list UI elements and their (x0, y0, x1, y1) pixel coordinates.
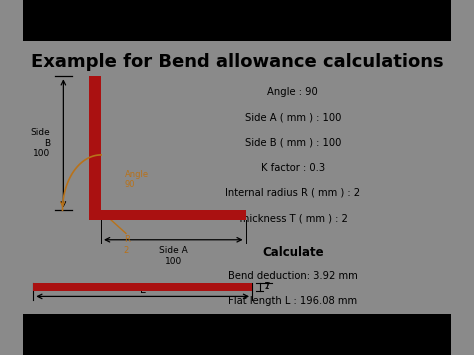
Bar (23, 314, 451, 355)
Text: Calculate: Calculate (262, 246, 324, 260)
Text: Angle : 90: Angle : 90 (267, 87, 318, 97)
Text: Thickness T ( mm ) : 2: Thickness T ( mm ) : 2 (237, 213, 348, 223)
FancyBboxPatch shape (33, 283, 252, 291)
FancyBboxPatch shape (89, 76, 101, 210)
Text: Internal radius R ( mm ) : 2: Internal radius R ( mm ) : 2 (225, 188, 360, 198)
Text: Example for Bend allowance calculations: Example for Bend allowance calculations (31, 53, 443, 71)
Bar (23, 0, 451, 41)
Text: Side B ( mm ) : 100: Side B ( mm ) : 100 (245, 138, 341, 148)
Text: Side A
100: Side A 100 (159, 246, 188, 266)
Text: Flat length L : 196.08 mm: Flat length L : 196.08 mm (228, 296, 357, 306)
FancyBboxPatch shape (101, 210, 246, 220)
Text: Side A ( mm ) : 100: Side A ( mm ) : 100 (245, 113, 341, 122)
Text: R
2: R 2 (124, 235, 130, 255)
Text: L: L (140, 285, 146, 295)
Text: Side
B
100: Side B 100 (31, 129, 51, 158)
Text: Bend deduction: 3.92 mm: Bend deduction: 3.92 mm (228, 271, 357, 281)
Text: Angle
90: Angle 90 (125, 170, 149, 189)
Text: 2: 2 (265, 282, 270, 291)
Text: T: T (265, 282, 270, 291)
FancyBboxPatch shape (89, 76, 101, 220)
Text: K factor : 0.3: K factor : 0.3 (261, 163, 325, 173)
